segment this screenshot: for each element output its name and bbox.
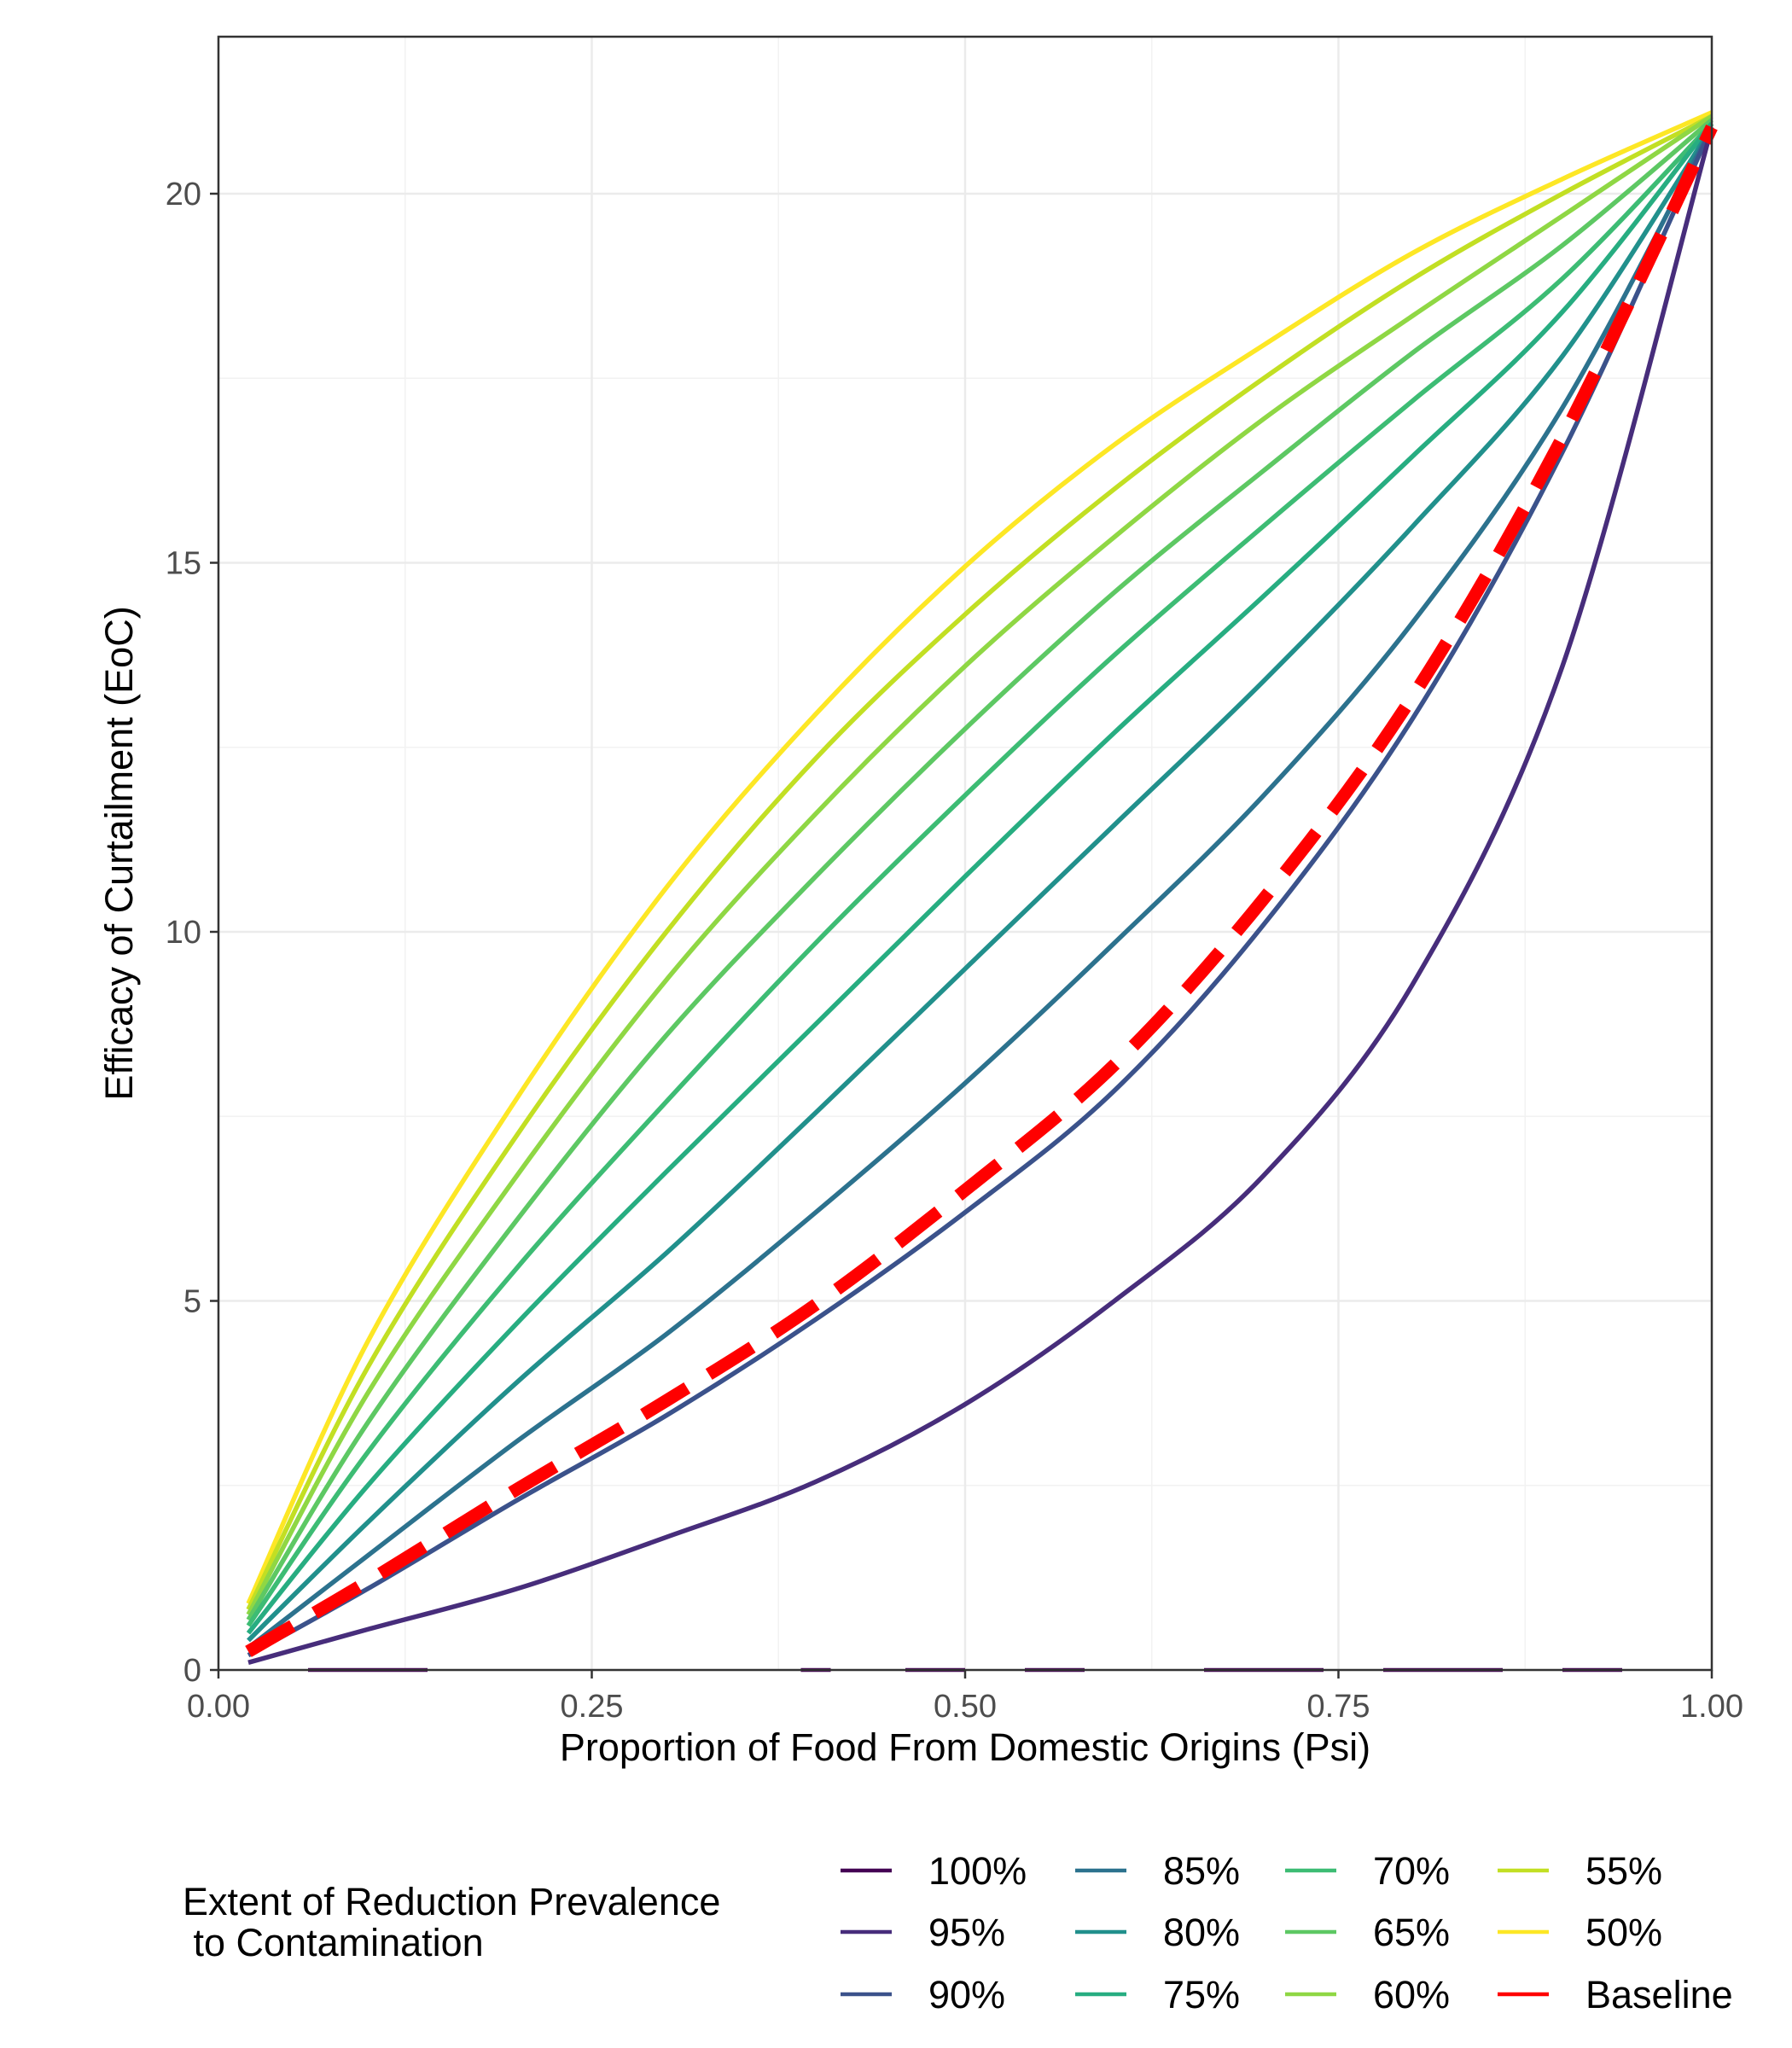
legend-80pct: 80% [1075,1911,1240,1954]
legend-60pct: 60% [1285,1973,1450,2016]
series-85pct-line [247,125,1714,1650]
legend-95pct: 95% [841,1911,1005,1954]
x-axis-title: Proportion of Food From Domestic Origins… [560,1725,1370,1769]
legend-55pct-label: 55% [1585,1849,1662,1893]
legend-title-line1: Extent of Reduction Prevalence [183,1880,720,1923]
series-layer [245,110,1718,1673]
series-70pct-line [246,121,1713,1627]
series-95pct-line [247,126,1714,1665]
legend-65pct-label: 65% [1373,1911,1450,1954]
y-tick-label: 20 [166,177,201,212]
legend-70pct: 70% [1285,1849,1450,1893]
legend-baseline: Baseline [1498,1973,1733,2016]
series-baseline-line [245,124,1718,1657]
legend-55pct: 55% [1498,1849,1662,1893]
series-65pct-line [246,118,1713,1621]
y-tick-label: 0 [183,1653,201,1689]
legend-50pct-label: 50% [1585,1911,1662,1954]
y-tick-label: 10 [166,915,201,951]
legend-100pct-label: 100% [928,1849,1027,1893]
legend-95pct-label: 95% [928,1911,1005,1954]
x-tick-label: 0.75 [1307,1689,1370,1725]
legend-items: 100% 95% 90% 85% 80% 75% 70% 65% 60% 55% 50% Baseli… [841,1849,1733,2016]
legend-85pct-label: 85% [1163,1849,1240,1893]
legend-60pct-label: 60% [1373,1973,1450,2016]
legend-100pct: 100% [841,1849,1027,1893]
legend: Extent of Reduction Prevalence to Contam… [183,1849,1733,2016]
legend-75pct: 75% [1075,1973,1240,2016]
legend-90pct-label: 90% [928,1973,1005,2016]
x-tick-label: 0.00 [187,1689,250,1725]
y-axis: 0 5 10 15 20 [166,177,218,1689]
x-axis: 0.00 0.25 0.50 0.75 1.00 [187,1670,1743,1725]
y-tick-label: 15 [166,546,201,582]
legend-title-line2: to Contamination [183,1921,484,1964]
series-80pct-line [247,125,1714,1643]
legend-90pct: 90% [841,1973,1005,2016]
legend-75pct-label: 75% [1163,1973,1240,2016]
legend-baseline-label: Baseline [1585,1973,1733,2016]
y-tick-label: 5 [183,1284,201,1320]
legend-70pct-label: 70% [1373,1849,1450,1893]
y-axis-title: Efficacy of Curtailment (EoC) [97,606,141,1100]
legend-85pct: 85% [1075,1849,1240,1893]
legend-50pct: 50% [1498,1911,1662,1954]
x-tick-label: 0.50 [934,1689,997,1725]
x-tick-label: 1.00 [1680,1689,1743,1725]
x-tick-label: 0.25 [561,1689,624,1725]
series-55pct-line [246,113,1713,1611]
series-50pct-line [246,110,1713,1605]
series-75pct-line [246,122,1714,1635]
series-60pct-line [246,113,1713,1616]
legend-80pct-label: 80% [1163,1911,1240,1954]
series-90pct-line [247,126,1714,1658]
legend-65pct: 65% [1285,1911,1450,1954]
